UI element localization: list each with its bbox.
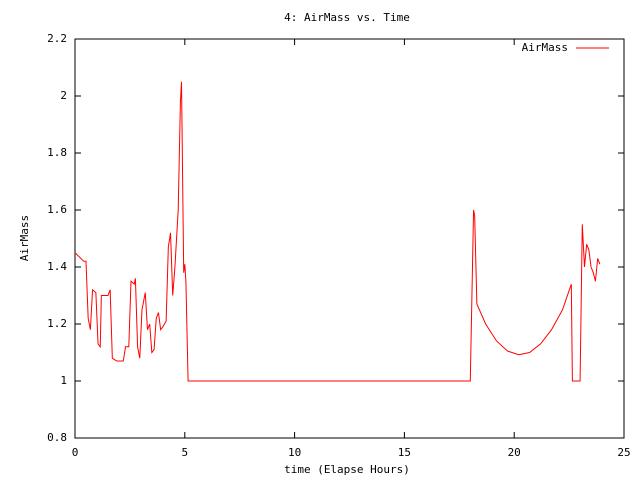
x-tick-label: 10 [288, 446, 301, 459]
y-tick-label: 1.4 [47, 260, 67, 273]
y-tick-label: 1 [60, 374, 67, 387]
x-axis-label: time (Elapse Hours) [284, 463, 410, 476]
x-tick-label: 15 [398, 446, 411, 459]
y-tick-label: 2.2 [47, 32, 67, 45]
y-tick-label: 1.8 [47, 146, 67, 159]
data-line [74, 81, 601, 382]
x-tick-label: 25 [617, 446, 630, 459]
y-axis-label: AirMass [18, 215, 31, 261]
y-tick-label: 1.6 [47, 203, 67, 216]
y-tick-label: 1.2 [47, 317, 67, 330]
y-tick-label: 2 [60, 89, 67, 102]
x-tick-label: 5 [181, 446, 188, 459]
chart-title: 4: AirMass vs. Time [284, 11, 410, 24]
x-tick-label: 0 [72, 446, 79, 459]
x-tick-label: 20 [508, 446, 521, 459]
plot-frame [74, 38, 625, 439]
legend-label: AirMass [522, 41, 568, 54]
y-tick-label: 0.8 [47, 431, 67, 444]
